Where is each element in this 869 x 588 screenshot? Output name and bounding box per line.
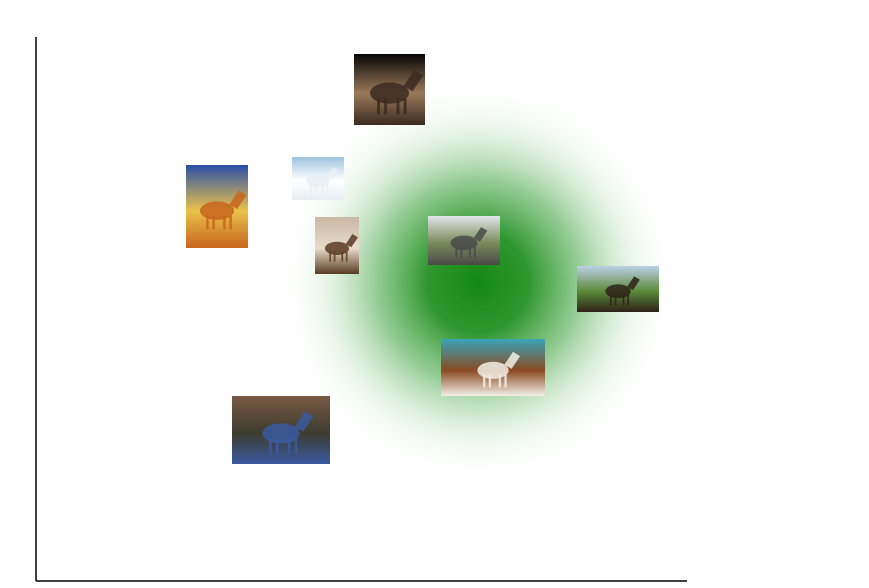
density-background	[273, 77, 683, 487]
horse-with-man-thumbnail	[577, 266, 659, 312]
horse-closeup-thumbnail	[315, 217, 359, 274]
colorful-painted-horse-thumbnail	[186, 165, 248, 248]
horses-on-beach-thumbnail	[441, 339, 545, 396]
fallen-horse-thumbnail	[232, 396, 330, 464]
white-horse-thumbnail	[292, 157, 344, 200]
image-points	[186, 54, 659, 464]
two-grey-horses-thumbnail	[428, 216, 500, 265]
horse-black-background-thumbnail	[354, 54, 425, 125]
